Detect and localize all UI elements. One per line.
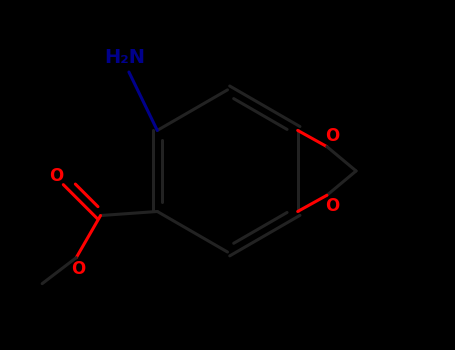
Text: O: O: [324, 127, 339, 145]
Text: O: O: [71, 260, 85, 278]
Text: H₂N: H₂N: [104, 48, 145, 67]
Text: O: O: [324, 197, 339, 215]
Text: O: O: [49, 167, 63, 185]
